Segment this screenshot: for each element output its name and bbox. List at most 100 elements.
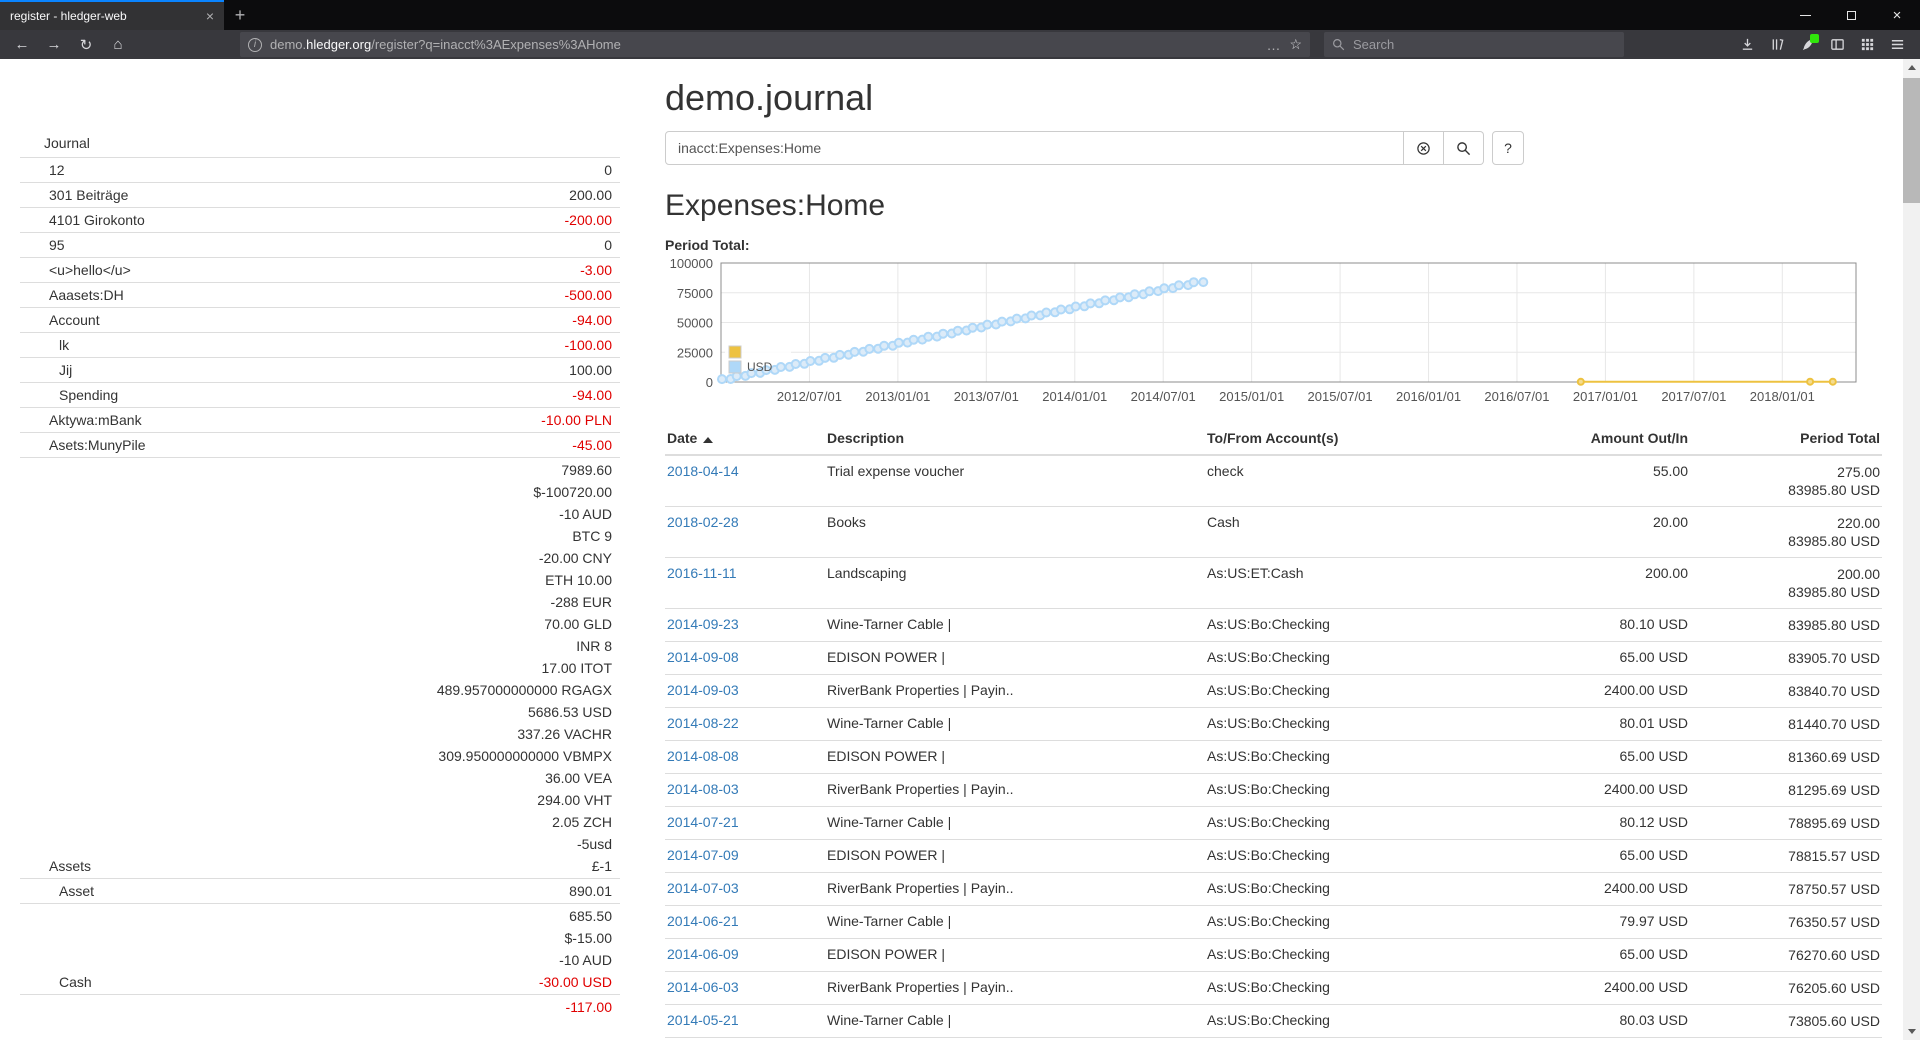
transaction-date-link[interactable]: 2014-06-09 <box>667 946 739 962</box>
clear-query-button[interactable] <box>1404 131 1444 165</box>
tab-close-icon[interactable]: × <box>205 8 214 24</box>
transaction-date-cell: 2014-07-21 <box>665 806 825 840</box>
transaction-date-link[interactable]: 2014-09-03 <box>667 682 739 698</box>
balance-amount: 0 <box>604 237 612 253</box>
window-restore-button[interactable] <box>1828 0 1874 30</box>
transaction-total-cell: 220.00 83985.80 USD <box>1690 506 1882 558</box>
register-row: 2014-09-03 RiverBank Properties | Payin..… <box>665 674 1882 708</box>
forward-button[interactable]: → <box>46 36 62 53</box>
back-button[interactable]: ← <box>14 36 30 53</box>
transaction-total-cell: 81295.69 USD <box>1690 773 1882 807</box>
transaction-date-link[interactable]: 2014-08-03 <box>667 781 739 797</box>
register-row: 2014-09-08 EDISON POWER | As:US:Bo:Checkin… <box>665 641 1882 675</box>
page-scrollbar[interactable] <box>1903 59 1920 1040</box>
library-icon[interactable] <box>1762 33 1792 57</box>
home-button[interactable]: ⌂ <box>113 36 123 53</box>
sidebar-account-link[interactable]: Asset <box>59 883 95 899</box>
balance-amount: 2.05 ZCH <box>552 814 612 830</box>
scrollbar-up-arrow[interactable] <box>1903 59 1920 76</box>
sidebar-toggle-icon[interactable] <box>1822 33 1852 57</box>
transaction-date-link[interactable]: 2014-09-23 <box>667 616 739 632</box>
register-row: 2014-09-23 Wine-Tarner Cable | As:US:Bo:Ch… <box>665 608 1882 642</box>
transaction-date-link[interactable]: 2014-09-08 <box>667 649 739 665</box>
account-balance: 0 <box>604 234 620 256</box>
sidebar-account-link[interactable]: 301 Beiträge <box>49 187 129 203</box>
transaction-date-link[interactable]: 2018-02-28 <box>667 514 739 530</box>
transaction-total-cell: 73725.57 USD <box>1690 1037 1882 1040</box>
sidebar-account-row: Asset 890.01 <box>20 878 620 903</box>
register-row: 2014-07-03 RiverBank Properties | Payin..… <box>665 872 1882 906</box>
column-header-total: Period Total <box>1690 422 1882 456</box>
register-row: 2014-08-03 RiverBank Properties | Payin..… <box>665 773 1882 807</box>
balance-amount: £-1 <box>591 858 612 874</box>
transaction-date-link[interactable]: 2014-08-08 <box>667 748 739 764</box>
account-balance: 0 <box>604 159 620 181</box>
transaction-date-link[interactable]: 2016-11-11 <box>667 565 737 581</box>
transaction-description-cell: Books <box>825 506 1205 558</box>
sidebar-account-link[interactable]: 12 <box>49 162 65 178</box>
scrollbar-down-arrow[interactable] <box>1903 1023 1920 1040</box>
sidebar-account-row: 12 0 <box>20 157 620 182</box>
balance-amount: -3.00 <box>580 262 612 278</box>
transaction-date-link[interactable]: 2014-06-03 <box>667 979 739 995</box>
downloads-icon[interactable] <box>1732 33 1762 57</box>
sidebar-account-link[interactable]: Cash <box>59 974 92 990</box>
transaction-description-cell: Wine-Tarner Cable | <box>825 806 1205 840</box>
sidebar-account-link[interactable]: Assets <box>49 858 92 874</box>
sidebar-account-link[interactable]: Aktywa:mBank <box>49 412 142 428</box>
sidebar-account-link[interactable]: <u>hello</u> <box>49 262 131 278</box>
transaction-description-cell: Wine-Tarner Cable | <box>825 905 1205 939</box>
transaction-date-link[interactable]: 2014-05-21 <box>667 1012 739 1028</box>
reload-button[interactable]: ↻ <box>79 36 93 54</box>
register-row: 2014-08-22 Wine-Tarner Cable | As:US:Bo:Ch… <box>665 707 1882 741</box>
query-input[interactable] <box>665 131 1404 165</box>
browser-tab[interactable]: register - hledger-web × <box>0 0 224 30</box>
search-query-button[interactable] <box>1444 131 1484 165</box>
site-info-icon[interactable]: i <box>248 37 262 52</box>
browser-search-field[interactable]: Search <box>1324 32 1624 57</box>
transaction-date-link[interactable]: 2014-07-21 <box>667 814 739 830</box>
transaction-date-link[interactable]: 2014-07-03 <box>667 880 739 896</box>
register-row: 2014-07-09 EDISON POWER | As:US:Bo:Checkin… <box>665 839 1882 873</box>
apps-grid-icon[interactable] <box>1852 33 1882 57</box>
balance-amount: -117.00 <box>565 999 612 1015</box>
scrollbar-thumb[interactable] <box>1903 78 1920 203</box>
transaction-account-cell: As:US:Bo:Checking <box>1205 1004 1495 1038</box>
balance-amount: -10.00 PLN <box>541 412 612 428</box>
page-actions-icon[interactable]: … <box>1266 36 1282 53</box>
register-chart[interactable]: 0 25000 50000 75000 100000 2012/07/01 2013/01/… <box>665 256 1882 420</box>
window-minimize-button[interactable] <box>1782 0 1828 30</box>
svg-text:2016/07/01: 2016/07/01 <box>1484 389 1549 404</box>
extension-icon[interactable] <box>1792 33 1822 57</box>
sidebar-account-link[interactable]: Asets:MunyPile <box>49 437 146 453</box>
transaction-total-cell: 83985.80 USD <box>1690 608 1882 642</box>
transaction-description-cell: RiverBank Properties | Payin.. <box>825 773 1205 807</box>
search-query-icon <box>1456 141 1471 156</box>
help-button[interactable]: ? <box>1492 131 1524 165</box>
sidebar-account-link[interactable]: Spending <box>59 387 119 403</box>
sidebar-account-link[interactable]: Aaasets:DH <box>49 287 124 303</box>
new-tab-button[interactable]: + <box>234 4 246 25</box>
transaction-amount-cell: 80.03 USD <box>1495 1004 1690 1038</box>
transaction-date-cell: 2014-08-03 <box>665 773 825 807</box>
column-header-date[interactable]: Date <box>665 422 825 456</box>
svg-text:2018/01/01: 2018/01/01 <box>1750 389 1815 404</box>
sidebar-journal-link[interactable]: Journal <box>44 135 90 151</box>
window-close-button[interactable]: × <box>1892 6 1902 24</box>
transaction-account-cell: As:US:Bo:Checking <box>1205 707 1495 741</box>
url-bar[interactable]: i demo.hledger.org/register?q=inacct%3AE… <box>240 32 1310 57</box>
transaction-date-link[interactable]: 2018-04-14 <box>667 463 739 479</box>
transaction-date-link[interactable]: 2014-07-09 <box>667 847 739 863</box>
sidebar-account-link[interactable]: lk <box>59 337 70 353</box>
balance-amount: 17.00 ITOT <box>541 660 612 676</box>
transaction-account-cell: check <box>1205 455 1495 507</box>
transaction-date-link[interactable]: 2014-08-22 <box>667 715 739 731</box>
bookmark-star-icon[interactable]: ☆ <box>1289 36 1302 52</box>
sidebar-account-link[interactable]: Account <box>49 312 100 328</box>
transaction-date-link[interactable]: 2014-06-21 <box>667 913 739 929</box>
balance-amount: 7989.60 <box>561 462 612 478</box>
menu-icon[interactable] <box>1882 33 1912 57</box>
sidebar-account-link[interactable]: Jij <box>59 362 73 378</box>
sidebar-account-link[interactable]: 4101 Girokonto <box>49 212 145 228</box>
sidebar-account-link[interactable]: 95 <box>49 237 65 253</box>
